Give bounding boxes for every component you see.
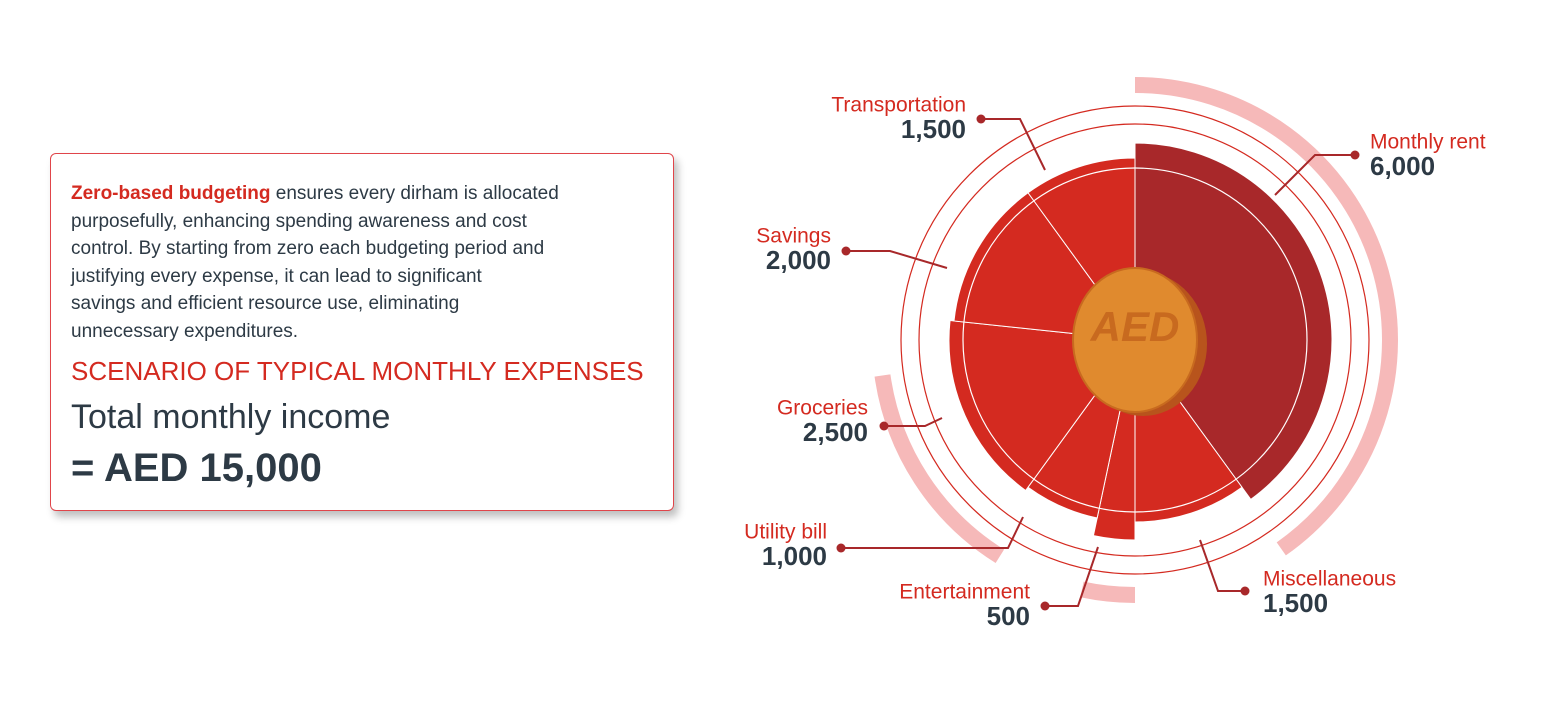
- pie-slice: [1134, 142, 1333, 501]
- leader-dot: [1240, 586, 1250, 596]
- leader-dot: [836, 543, 846, 553]
- intro-line: justifying every expense, it can lead to…: [71, 265, 482, 287]
- leader-line: [1274, 154, 1355, 196]
- category-label: Transportation: [831, 94, 966, 117]
- text-box: Zero-based budgeting ensures every dirha…: [50, 153, 674, 511]
- intro-line: savings and efficient resource use, elim…: [71, 293, 460, 314]
- heading: SCENARIO OF TYPICAL MONTHLY EXPENSES: [71, 356, 644, 386]
- ring: [900, 105, 1370, 575]
- category-label: Entertainment: [899, 581, 1030, 604]
- intro-line: control. By starting from zero each budg…: [71, 238, 545, 259]
- leader-dot: [879, 421, 889, 431]
- deco-arc: [1134, 77, 1398, 556]
- deco-arc: [1080, 581, 1136, 603]
- intro-line: Zero-based budgeting ensures every dirha…: [71, 180, 559, 208]
- leader-dot: [976, 114, 986, 124]
- value-label: 1,000: [762, 541, 827, 571]
- coin: [1072, 267, 1198, 413]
- category-label: Monthly rent: [1370, 131, 1486, 154]
- leader-line: [846, 250, 948, 269]
- leader-line: [1199, 539, 1245, 592]
- intro: Zero-based budgeting ensures every dirha…: [71, 180, 559, 345]
- value-label: 6,000: [1370, 151, 1435, 181]
- value-label: 1,500: [901, 114, 966, 144]
- highlight: Zero-based budgeting: [71, 183, 271, 204]
- intro-text: ensures every dirham is allocated: [270, 183, 559, 204]
- value-label: 2,000: [766, 245, 831, 275]
- leader-line: [981, 118, 1046, 171]
- category-label: Savings: [756, 225, 831, 248]
- leader-line: [841, 516, 1024, 549]
- intro-line: unnecessary expenditures.: [71, 320, 299, 342]
- income-label: Total monthly income: [71, 398, 391, 436]
- income-value: = AED 15,000: [71, 446, 322, 490]
- value-label: 500: [987, 601, 1030, 631]
- value-label: 2,500: [803, 417, 868, 447]
- leader-dot: [1350, 150, 1360, 160]
- leader-dot: [1040, 601, 1050, 611]
- coin-label: AED: [1090, 303, 1180, 350]
- category-label: Miscellaneous: [1263, 568, 1396, 591]
- intro-line: purposefully, enhancing spending awarene…: [71, 210, 527, 232]
- deco-arc: [874, 374, 1005, 564]
- leader-line: [884, 417, 943, 427]
- leader-dot: [841, 246, 851, 256]
- leader-line: [1045, 546, 1099, 607]
- ring: [918, 123, 1352, 557]
- category-label: Groceries: [777, 397, 868, 420]
- inner-ring: [962, 167, 1308, 513]
- category-label: Utility bill: [744, 521, 827, 544]
- value-label: 1,500: [1263, 588, 1328, 618]
